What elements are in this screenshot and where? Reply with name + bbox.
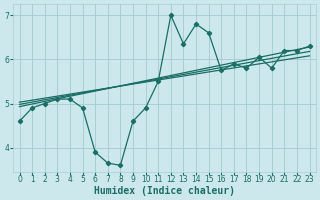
X-axis label: Humidex (Indice chaleur): Humidex (Indice chaleur) [94, 186, 235, 196]
